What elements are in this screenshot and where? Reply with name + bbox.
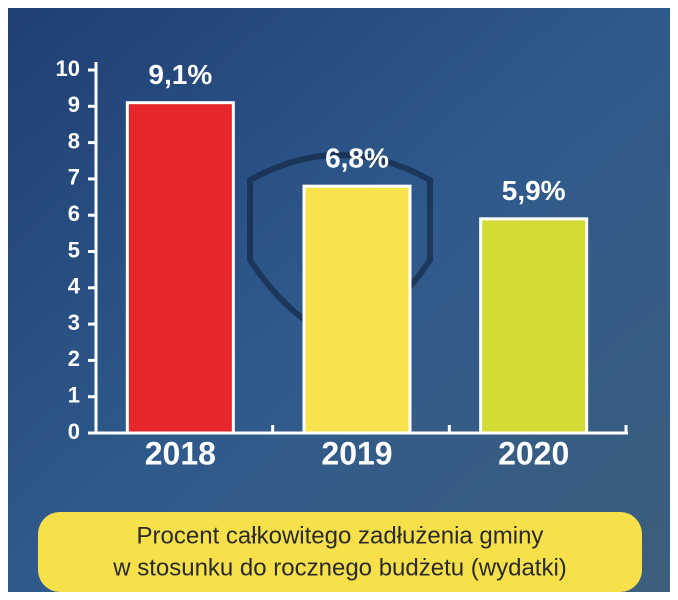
x-tick-label: 2018 [145,435,216,471]
y-tick-label: 4 [68,274,81,299]
bar [481,219,587,433]
y-tick-label: 9 [68,92,80,117]
caption-line: w stosunku do rocznego budżetu (wydatki) [112,554,567,581]
y-tick-label: 3 [68,310,80,335]
y-tick-label: 7 [68,165,80,190]
bar [127,103,233,433]
y-tick-label: 8 [68,128,80,153]
x-tick-label: 2019 [321,435,392,471]
y-tick-label: 1 [68,383,80,408]
chart: Procent całkowitego zadłużenia gminy w s… [0,0,678,600]
caption-line: Procent całkowitego zadłużenia gminy [137,522,544,549]
x-tick-label: 2020 [498,435,569,471]
y-tick-label: 10 [56,56,80,81]
y-tick-label: 0 [68,419,80,444]
y-tick-label: 6 [68,201,80,226]
y-tick-label: 5 [68,237,80,262]
value-label: 6,8% [325,143,389,174]
value-label: 9,1% [148,59,212,90]
y-tick-label: 2 [68,346,80,371]
value-label: 5,9% [502,175,566,206]
bar [304,186,410,433]
